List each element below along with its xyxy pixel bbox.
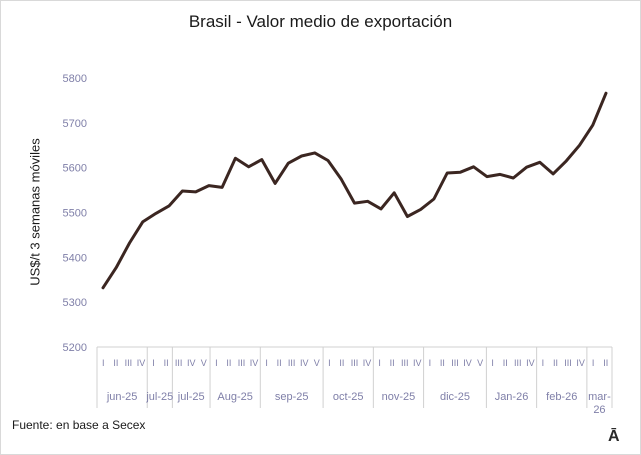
month-label: dic-25 — [440, 391, 470, 403]
week-tick-label: I — [378, 358, 381, 368]
week-tick-label: III — [451, 358, 459, 368]
y-tick-label: 5200 — [63, 342, 87, 354]
chart-title: Brasil - Valor medio de exportación — [188, 12, 453, 31]
month-label: 26 — [593, 404, 605, 416]
week-tick-label: I — [152, 358, 155, 368]
week-tick-label: II — [390, 358, 395, 368]
week-tick-label: II — [339, 358, 344, 368]
week-tick-label: IV — [137, 358, 146, 368]
month-label: jul-25 — [145, 391, 173, 403]
month-label: jul-25 — [177, 391, 205, 403]
week-tick-label: IV — [413, 358, 422, 368]
week-tick-label: II — [277, 358, 282, 368]
week-tick-label: IV — [250, 358, 259, 368]
week-tick-label: II — [603, 358, 608, 368]
y-tick-label: 5500 — [63, 208, 87, 220]
month-label: mar- — [588, 391, 611, 403]
y-tick-label: 5400 — [63, 252, 87, 264]
week-tick-label: V — [201, 358, 207, 368]
week-tick-label: I — [491, 358, 494, 368]
month-label: nov-25 — [382, 391, 416, 403]
week-tick-label: II — [440, 358, 445, 368]
week-tick-label: II — [164, 358, 169, 368]
series-line — [101, 91, 608, 290]
month-label: Aug-25 — [217, 391, 252, 403]
week-tick-label: I — [328, 358, 331, 368]
y-tick-label: 5600 — [63, 163, 87, 175]
y-tick-label: 5300 — [63, 297, 87, 309]
week-tick-label: II — [553, 358, 558, 368]
week-tick-label: III — [288, 358, 296, 368]
week-tick-label: IV — [576, 358, 585, 368]
week-tick-label: III — [401, 358, 409, 368]
source-note: Fuente: en base a Secex — [12, 418, 146, 432]
week-tick-label: V — [477, 358, 483, 368]
month-label: oct-25 — [333, 391, 364, 403]
week-tick-label: I — [265, 358, 268, 368]
week-tick-label: III — [564, 358, 572, 368]
y-tick-label: 5800 — [63, 73, 87, 85]
week-tick-label: II — [503, 358, 508, 368]
week-tick-label: I — [429, 358, 432, 368]
week-tick-label: I — [215, 358, 218, 368]
week-tick-label: I — [542, 358, 545, 368]
week-tick-label: IV — [463, 358, 472, 368]
week-tick-label: II — [226, 358, 231, 368]
month-label: jun-25 — [106, 391, 138, 403]
month-label: sep-25 — [275, 391, 309, 403]
month-label: feb-26 — [546, 391, 577, 403]
week-tick-label: I — [102, 358, 105, 368]
y-tick-label: 5700 — [63, 118, 87, 130]
week-tick-label: IV — [363, 358, 372, 368]
week-tick-label: III — [125, 358, 133, 368]
week-tick-label: IV — [300, 358, 309, 368]
week-tick-label: IV — [526, 358, 535, 368]
week-tick-label: I — [592, 358, 595, 368]
month-label: Jan-26 — [495, 391, 529, 403]
week-tick-label: III — [351, 358, 359, 368]
week-tick-label: V — [314, 358, 320, 368]
week-tick-label: II — [113, 358, 118, 368]
brand-logo: Ā — [608, 428, 620, 445]
week-tick-label: III — [514, 358, 522, 368]
week-tick-label: III — [238, 358, 246, 368]
week-tick-label: IV — [187, 358, 196, 368]
week-tick-label: III — [175, 358, 183, 368]
